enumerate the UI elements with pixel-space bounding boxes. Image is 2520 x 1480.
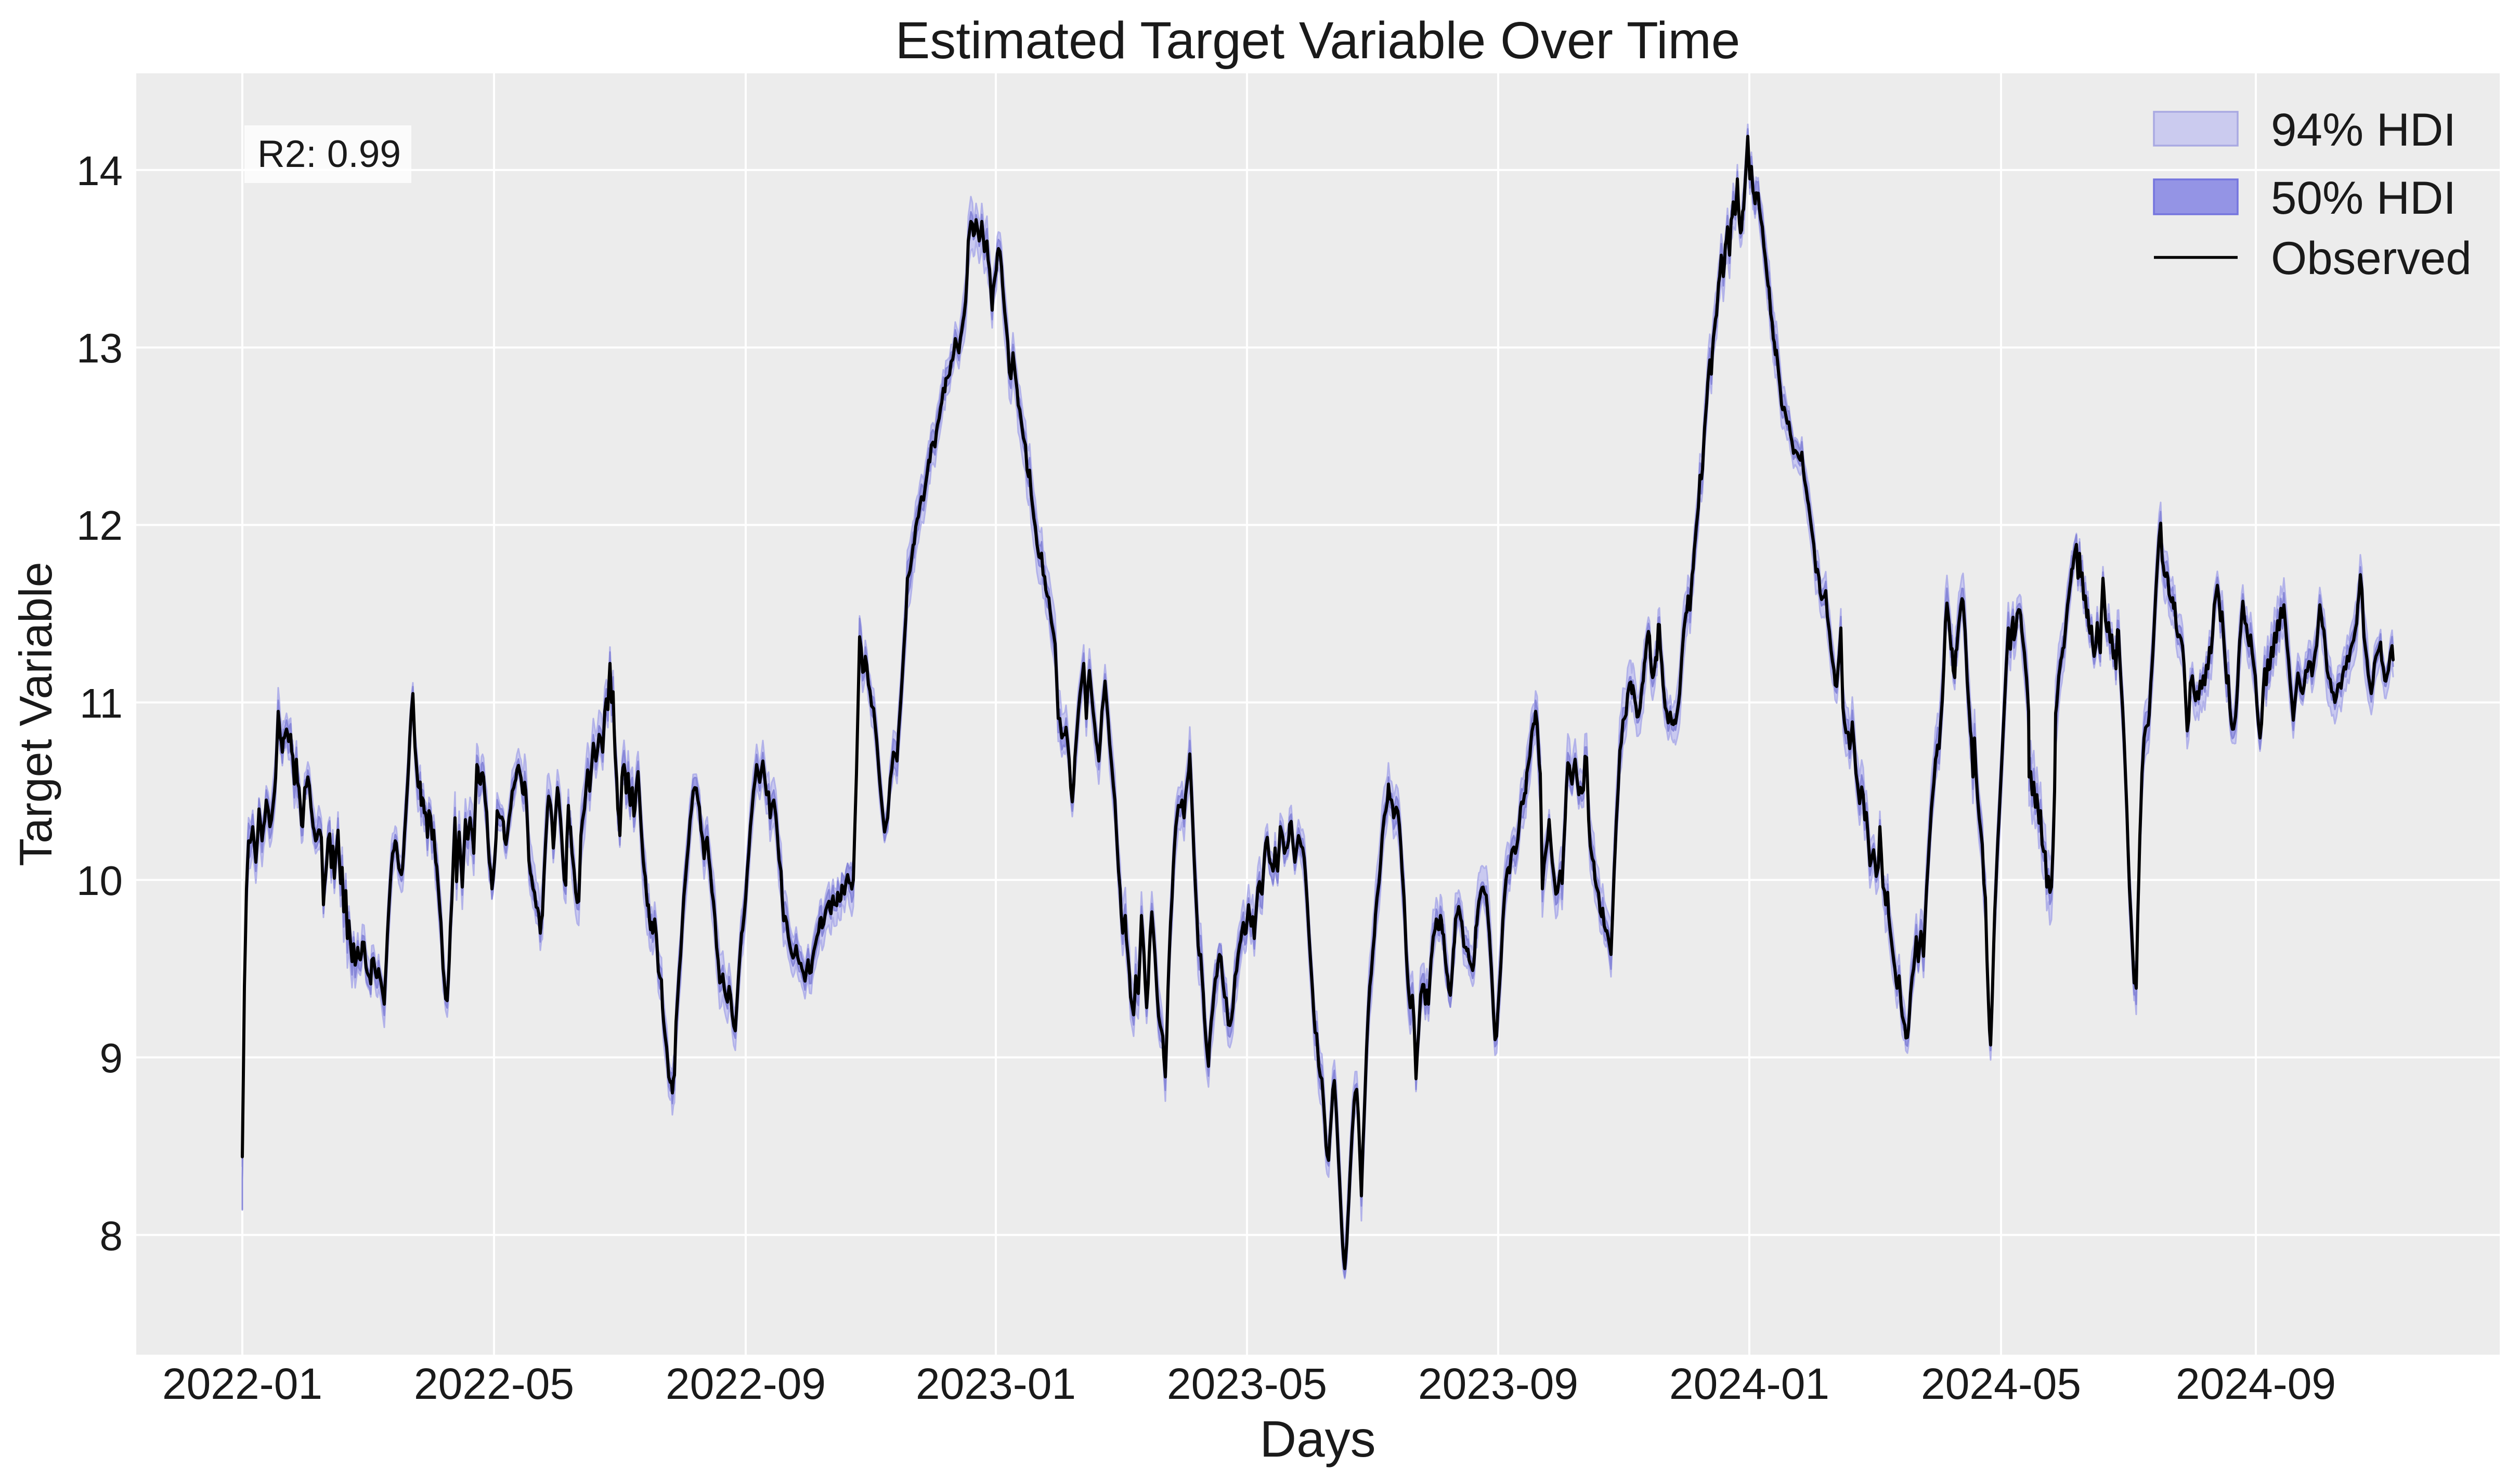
svg-text:10: 10 <box>76 858 123 904</box>
svg-text:9: 9 <box>100 1035 123 1081</box>
svg-text:94% HDI: 94% HDI <box>2271 103 2456 155</box>
svg-text:2022-05: 2022-05 <box>414 1359 574 1408</box>
svg-text:2022-01: 2022-01 <box>162 1359 322 1408</box>
svg-text:2023-05: 2023-05 <box>1167 1359 1327 1408</box>
svg-text:2024-05: 2024-05 <box>1921 1359 2081 1408</box>
svg-text:2024-09: 2024-09 <box>2176 1359 2336 1408</box>
svg-text:Estimated Target Variable Over: Estimated Target Variable Over Time <box>895 11 1740 70</box>
svg-text:12: 12 <box>76 502 123 549</box>
svg-text:14: 14 <box>76 148 123 194</box>
svg-text:50% HDI: 50% HDI <box>2271 172 2456 224</box>
svg-text:2022-09: 2022-09 <box>666 1359 826 1408</box>
svg-text:2023-01: 2023-01 <box>916 1359 1076 1408</box>
svg-text:2024-01: 2024-01 <box>1669 1359 1829 1408</box>
svg-text:11: 11 <box>80 680 123 726</box>
svg-text:2023-09: 2023-09 <box>1418 1359 1578 1408</box>
svg-text:R2: 0.99: R2: 0.99 <box>257 133 401 175</box>
svg-text:Target Variable: Target Variable <box>10 562 61 866</box>
svg-text:Days: Days <box>1259 1410 1375 1468</box>
svg-text:8: 8 <box>100 1213 123 1259</box>
svg-text:Observed: Observed <box>2271 232 2472 284</box>
svg-text:13: 13 <box>76 325 123 371</box>
